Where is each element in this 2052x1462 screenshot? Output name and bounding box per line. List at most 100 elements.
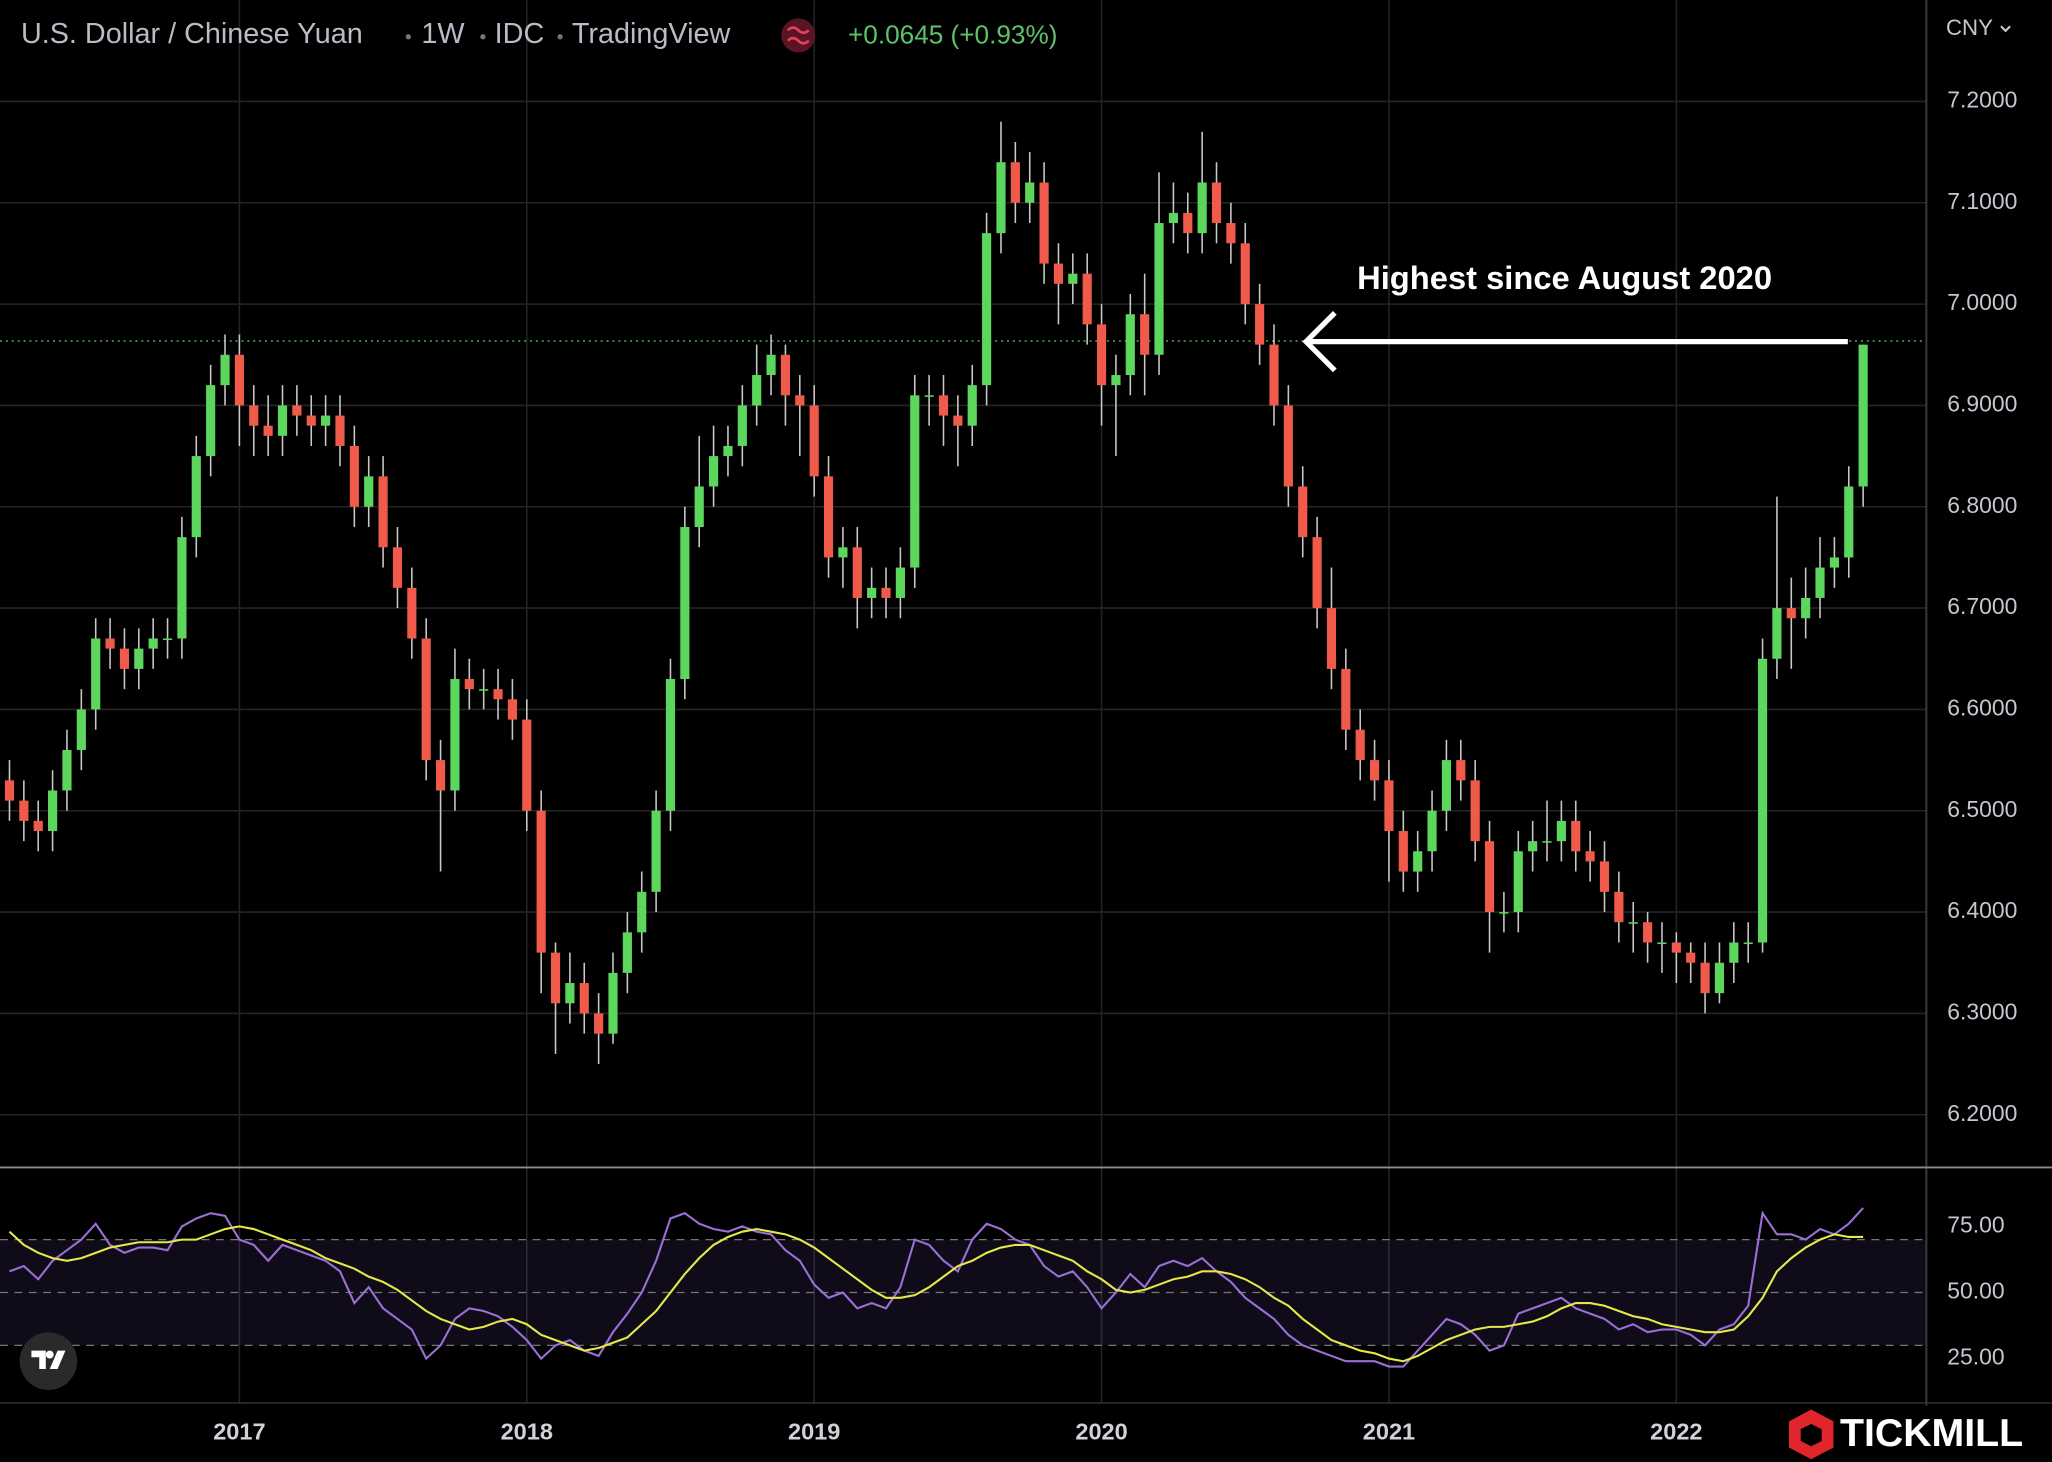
candle-body <box>1255 304 1265 345</box>
symbol-title: U.S. Dollar / Chinese Yuan <box>21 18 363 50</box>
candle-body <box>1858 344 1868 487</box>
candle-body <box>1671 942 1681 953</box>
candle-body <box>723 445 733 457</box>
candle-body <box>565 983 575 1004</box>
candle-body <box>19 800 29 821</box>
candle-body <box>1801 597 1811 619</box>
y-tick-label: 6.5000 <box>1947 796 2017 822</box>
x-tick-label: 2021 <box>1363 1418 1415 1444</box>
candle-body <box>321 415 331 426</box>
candle-body <box>1183 212 1193 234</box>
candle-body <box>938 395 949 416</box>
candle-body <box>910 395 920 568</box>
separator-dot <box>557 34 563 40</box>
candle-body <box>1441 760 1452 811</box>
candle-body <box>1743 942 1753 945</box>
y-tick-label: 6.4000 <box>1947 897 2017 923</box>
status-icon <box>781 18 816 53</box>
indicator-tick-label: 75.00 <box>1947 1211 2004 1237</box>
indicator-line <box>8 1225 1864 1363</box>
candle-body <box>1470 780 1480 842</box>
candle-body <box>148 638 158 649</box>
candle-body <box>1585 851 1595 862</box>
candle-body <box>967 385 977 426</box>
candle-body <box>881 587 891 598</box>
indicator-tick-label: 25.00 <box>1947 1344 2004 1370</box>
candle-body <box>464 679 474 690</box>
candle-body <box>795 395 805 406</box>
candle-body <box>1772 608 1782 659</box>
candle-body <box>737 405 747 446</box>
candle-body <box>1556 820 1566 842</box>
candle-body <box>1757 658 1768 943</box>
candle-body <box>924 395 934 397</box>
candle-body <box>1355 729 1365 761</box>
candle-body <box>694 486 704 528</box>
candle-body <box>637 891 647 933</box>
candle-body <box>48 790 58 832</box>
candle-body <box>1283 405 1293 487</box>
candle-body <box>1211 182 1222 224</box>
y-tick-label: 6.8000 <box>1947 492 2017 518</box>
data-source: IDC <box>495 18 545 50</box>
candle-body <box>105 638 115 649</box>
broker-logo: TICKMILL <box>1783 1405 2052 1462</box>
candle-body <box>1499 912 1509 914</box>
candle-body <box>450 679 460 791</box>
candle-body <box>1370 760 1380 781</box>
candle-body <box>608 972 618 1034</box>
candle-body <box>191 456 201 538</box>
candle-body <box>1686 952 1696 963</box>
platform: TradingView <box>572 18 731 50</box>
currency-chevron[interactable] <box>2000 25 2011 33</box>
x-tick-label: 2018 <box>501 1418 553 1444</box>
interval: 1W <box>421 18 465 50</box>
candle-body <box>1657 942 1667 945</box>
price-change: +0.0645 (+0.93%) <box>848 20 1057 50</box>
candle-body <box>1398 831 1408 872</box>
x-tick-label: 2020 <box>1075 1418 1127 1444</box>
candle-body <box>1413 851 1423 872</box>
candle-body <box>220 354 230 386</box>
candle-body <box>1096 324 1107 386</box>
candle-body <box>1528 841 1538 852</box>
candle-body <box>507 699 517 720</box>
candle-body <box>594 1013 604 1034</box>
candle-body <box>1571 820 1581 852</box>
candle-body <box>665 679 676 811</box>
candle-body <box>1729 942 1739 963</box>
candle-body <box>292 405 302 416</box>
y-tick-label: 6.3000 <box>1947 998 2017 1024</box>
candle-body <box>1068 273 1078 284</box>
candle-body <box>1326 608 1337 669</box>
currency-selector[interactable]: CNY <box>1946 15 1993 40</box>
candle-body <box>1786 608 1796 619</box>
candle-body <box>680 527 690 680</box>
y-tick-label: 6.6000 <box>1947 694 2017 720</box>
candle-body <box>1240 243 1250 305</box>
candle-body <box>953 415 963 426</box>
candle-body <box>1829 557 1839 568</box>
candle-body <box>435 760 446 791</box>
plot-area <box>4 121 1868 1368</box>
candle-body <box>1513 851 1523 913</box>
y-tick-label: 6.9000 <box>1947 390 2017 416</box>
candle-body <box>134 648 144 669</box>
axis-labels: 2017 2018 2019 2020 2021 2022 6.2000 6.3000 6.40… <box>213 86 2017 1444</box>
candle-body <box>306 415 316 426</box>
x-tick-label: 2022 <box>1650 1418 1702 1444</box>
candle-body <box>33 820 43 832</box>
candle-body <box>1484 841 1495 913</box>
candle-body <box>1053 263 1064 284</box>
candle-body <box>177 537 187 639</box>
candle-body <box>996 162 1006 234</box>
candle-body <box>91 638 101 710</box>
candle-body <box>1599 861 1610 892</box>
candle-body <box>1542 841 1552 843</box>
candle-body <box>1614 891 1624 923</box>
candle-body <box>780 354 791 396</box>
candle-body <box>867 587 877 598</box>
candle-body <box>1384 780 1394 832</box>
candle-body <box>249 405 259 426</box>
candle-body <box>823 476 834 558</box>
